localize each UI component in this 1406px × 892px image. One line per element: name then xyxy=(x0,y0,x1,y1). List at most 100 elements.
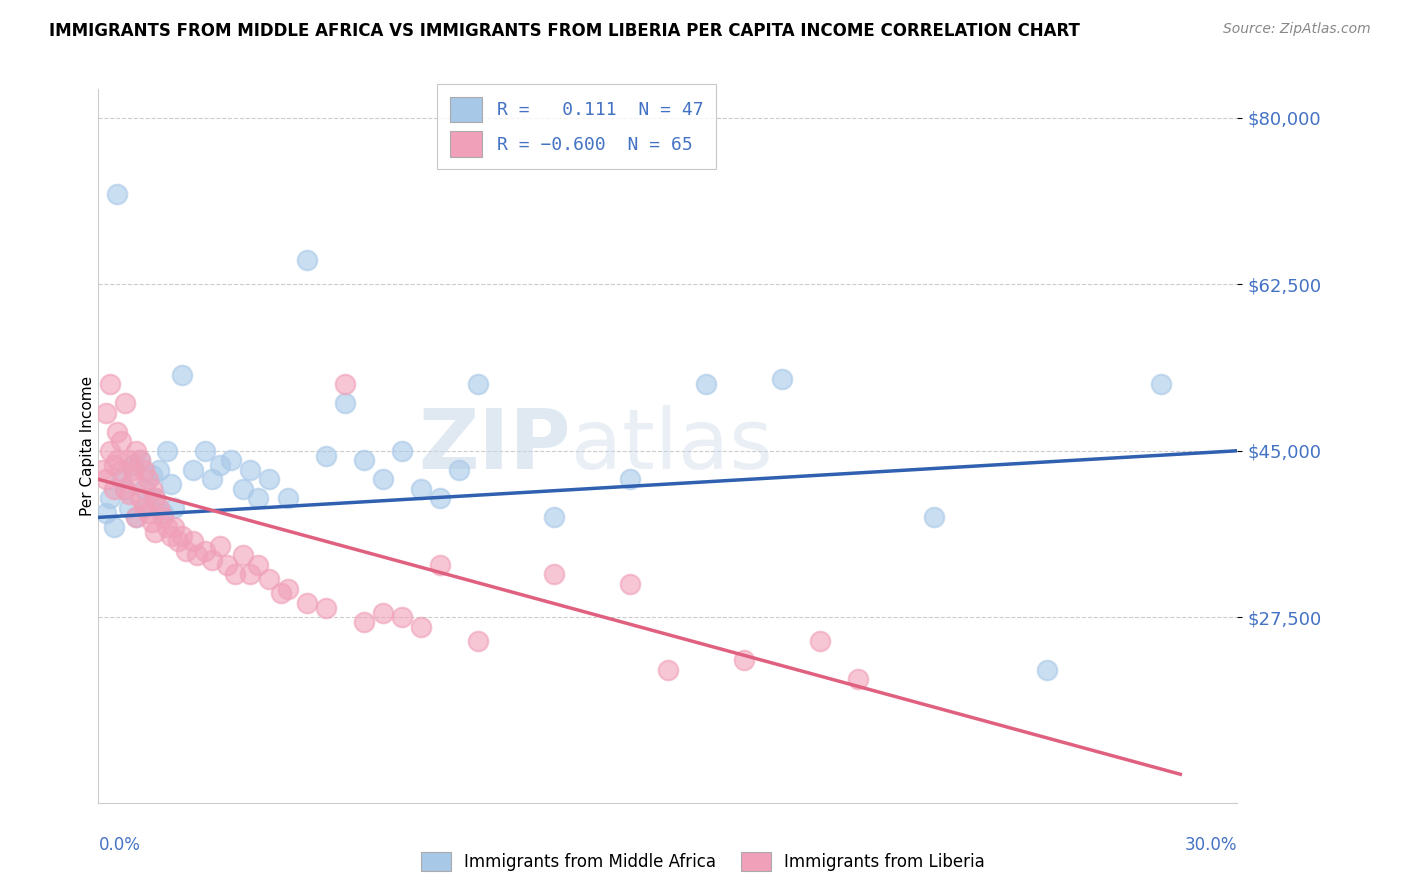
Point xyxy=(114,482,136,496)
Point xyxy=(194,543,217,558)
Point xyxy=(141,515,163,529)
Point xyxy=(246,491,269,506)
Point xyxy=(391,610,413,624)
Point xyxy=(136,496,159,510)
Point xyxy=(163,500,186,515)
Point xyxy=(922,510,945,524)
Point xyxy=(353,453,375,467)
Point xyxy=(246,558,269,572)
Point xyxy=(103,482,125,496)
Point xyxy=(449,463,471,477)
Point xyxy=(98,377,121,392)
Point xyxy=(1150,377,1173,392)
Point xyxy=(201,472,224,486)
Point xyxy=(1036,663,1059,677)
Point xyxy=(110,472,132,486)
Text: ZIP: ZIP xyxy=(419,406,571,486)
Point xyxy=(145,491,167,506)
Point xyxy=(129,453,152,467)
Point xyxy=(125,443,148,458)
Point xyxy=(259,472,281,486)
Point xyxy=(657,663,679,677)
Point xyxy=(159,477,181,491)
Point xyxy=(391,443,413,458)
Point xyxy=(94,506,117,520)
Point xyxy=(232,482,254,496)
Point xyxy=(98,443,121,458)
Point xyxy=(543,510,565,524)
Point xyxy=(170,368,193,382)
Text: 30.0%: 30.0% xyxy=(1185,836,1237,855)
Point xyxy=(136,506,159,520)
Point xyxy=(429,491,451,506)
Point xyxy=(174,543,197,558)
Point xyxy=(98,491,121,506)
Point xyxy=(141,482,163,496)
Point xyxy=(110,463,132,477)
Point xyxy=(277,491,299,506)
Point xyxy=(315,600,337,615)
Point xyxy=(118,486,141,500)
Point xyxy=(132,482,155,496)
Point xyxy=(103,458,125,472)
Point xyxy=(121,472,143,486)
Point xyxy=(224,567,246,582)
Legend: R =   0.111  N = 47, R = −0.600  N = 65: R = 0.111 N = 47, R = −0.600 N = 65 xyxy=(437,84,716,169)
Point xyxy=(353,615,375,629)
Point xyxy=(619,472,641,486)
Point xyxy=(118,500,141,515)
Point xyxy=(183,534,205,549)
Point xyxy=(297,253,319,268)
Point xyxy=(619,577,641,591)
Point xyxy=(103,520,125,534)
Point xyxy=(808,634,831,648)
Point xyxy=(94,406,117,420)
Point xyxy=(411,620,433,634)
Text: 0.0%: 0.0% xyxy=(98,836,141,855)
Y-axis label: Per Capita Income: Per Capita Income xyxy=(80,376,94,516)
Point xyxy=(141,467,163,482)
Point xyxy=(232,549,254,563)
Point xyxy=(132,500,155,515)
Point xyxy=(110,434,132,449)
Point xyxy=(163,520,186,534)
Text: Source: ZipAtlas.com: Source: ZipAtlas.com xyxy=(1223,22,1371,37)
Point xyxy=(297,596,319,610)
Point xyxy=(156,443,179,458)
Point xyxy=(114,396,136,410)
Point xyxy=(125,510,148,524)
Point xyxy=(152,506,174,520)
Point xyxy=(156,520,179,534)
Point xyxy=(467,634,489,648)
Point xyxy=(107,425,129,439)
Point xyxy=(201,553,224,567)
Point xyxy=(239,567,262,582)
Point xyxy=(315,449,337,463)
Point xyxy=(239,463,262,477)
Point xyxy=(107,186,129,201)
Point xyxy=(91,463,114,477)
Point xyxy=(145,491,167,506)
Point xyxy=(167,534,190,549)
Point xyxy=(118,453,141,467)
Point xyxy=(770,372,793,386)
Point xyxy=(371,472,394,486)
Legend: Immigrants from Middle Africa, Immigrants from Liberia: Immigrants from Middle Africa, Immigrant… xyxy=(412,843,994,880)
Point xyxy=(270,586,292,600)
Point xyxy=(208,539,231,553)
Point xyxy=(259,572,281,586)
Point xyxy=(121,458,143,472)
Point xyxy=(148,463,170,477)
Point xyxy=(335,377,357,392)
Point xyxy=(125,510,148,524)
Point xyxy=(114,482,136,496)
Point xyxy=(186,549,208,563)
Point xyxy=(335,396,357,410)
Point xyxy=(543,567,565,582)
Text: atlas: atlas xyxy=(571,406,773,486)
Point xyxy=(277,582,299,596)
Point xyxy=(121,463,143,477)
Point xyxy=(136,472,159,486)
Point xyxy=(132,463,155,477)
Point xyxy=(467,377,489,392)
